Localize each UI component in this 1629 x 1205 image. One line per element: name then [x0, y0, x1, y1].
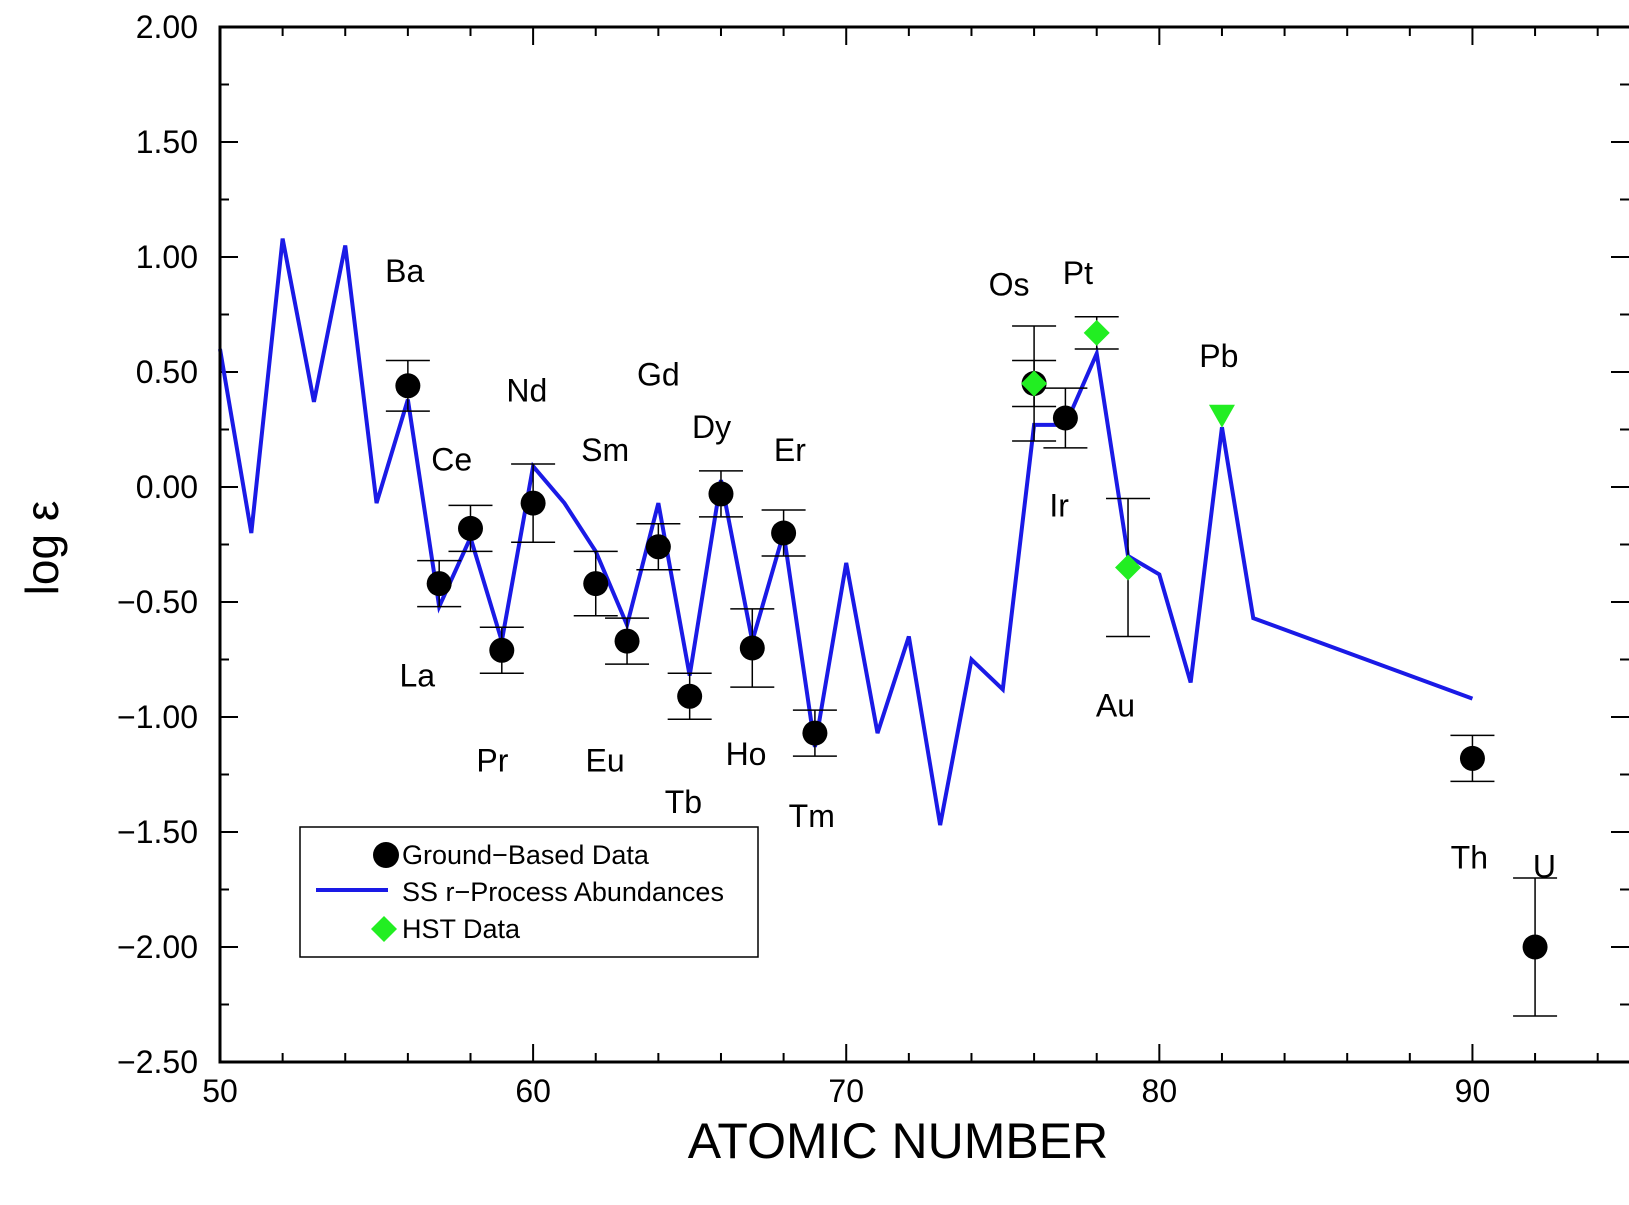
element-label: Nd: [506, 372, 547, 408]
ground-data-point: [489, 637, 515, 663]
element-label: Gd: [637, 356, 680, 392]
x-tick-label: 80: [1142, 1073, 1178, 1109]
element-label: Tb: [665, 784, 702, 820]
y-tick-label: −0.50: [117, 584, 198, 620]
element-label: Sm: [581, 432, 629, 468]
ground-data-point: [426, 571, 452, 597]
hst-data-point: [1083, 319, 1110, 346]
element-label: Pt: [1063, 255, 1093, 291]
y-tick-label: −2.50: [117, 1044, 198, 1080]
legend-ground-marker: [373, 842, 399, 868]
ground-data-point: [457, 515, 483, 541]
legend-line-label: SS r−Process Abundances: [402, 877, 724, 907]
element-label: Pb: [1199, 338, 1238, 374]
element-label: Dy: [692, 409, 731, 445]
element-label: U: [1533, 849, 1556, 885]
x-tick-label: 60: [515, 1073, 551, 1109]
element-label: Tm: [789, 798, 835, 834]
x-tick-label: 70: [828, 1073, 864, 1109]
ground-data-point: [802, 720, 828, 746]
ground-data-point: [645, 534, 671, 560]
y-tick-label: −1.50: [117, 814, 198, 850]
y-tick-label: 0.50: [136, 354, 198, 390]
hst-data-point-triangle: [1208, 404, 1235, 428]
element-label: Ba: [385, 253, 424, 289]
ground-data-point: [1459, 745, 1485, 771]
x-axis-title: ATOMIC NUMBER: [688, 1113, 1108, 1169]
ground-data-point: [520, 490, 546, 516]
element-label: Er: [774, 432, 806, 468]
element-label: Eu: [586, 743, 625, 779]
hst-points-layer: [1021, 319, 1235, 581]
element-label: Ce: [431, 441, 472, 477]
y-axis-title: log ε: [16, 501, 68, 596]
axis-ticks: 50 60 70 80 90 2.00 1.50 1.00 0.50 0.00 −0.50 −1.00…: [117, 9, 1629, 1109]
element-label: Au: [1096, 688, 1135, 724]
ground-data-point: [1522, 934, 1548, 960]
x-tick-label: 90: [1455, 1073, 1491, 1109]
y-tick-label: 1.50: [136, 124, 198, 160]
ground-data-point: [708, 481, 734, 507]
x-tick-label: 50: [202, 1073, 238, 1109]
ground-data-point: [614, 628, 640, 654]
legend-hst-label: HST Data: [402, 914, 521, 944]
y-tick-label: −1.00: [117, 699, 198, 735]
ground-data-point: [739, 635, 765, 661]
hst-data-point: [1115, 554, 1142, 581]
plot-frame: [218, 25, 1629, 1064]
element-label: La: [399, 658, 435, 694]
y-tick-label: 1.00: [136, 239, 198, 275]
y-tick-label: 0.00: [136, 469, 198, 505]
y-tick-label: 2.00: [136, 9, 198, 45]
element-label: Th: [1451, 839, 1488, 875]
legend: Ground−Based Data SS r−Process Abundance…: [299, 826, 759, 958]
y-tick-label: −2.00: [117, 929, 198, 965]
ground-data-point: [583, 571, 609, 597]
legend-ground-label: Ground−Based Data: [402, 840, 650, 870]
element-label: Ho: [726, 736, 767, 772]
ground-data-point: [1052, 405, 1078, 431]
ground-data-point: [771, 520, 797, 546]
element-label: Os: [989, 267, 1030, 303]
hst-data-point: [1021, 370, 1048, 397]
element-label: Pr: [476, 743, 508, 779]
legend-hst-marker: [371, 916, 397, 942]
ground-data-point: [395, 373, 421, 399]
element-labels-layer: Ba Ce La Nd Pr Sm Eu Gd Dy Tb Ho Er Tm Os Pt Ir Au Pb Th U: [385, 253, 1556, 885]
ground-data-point: [677, 683, 703, 709]
element-label: Ir: [1049, 487, 1069, 523]
